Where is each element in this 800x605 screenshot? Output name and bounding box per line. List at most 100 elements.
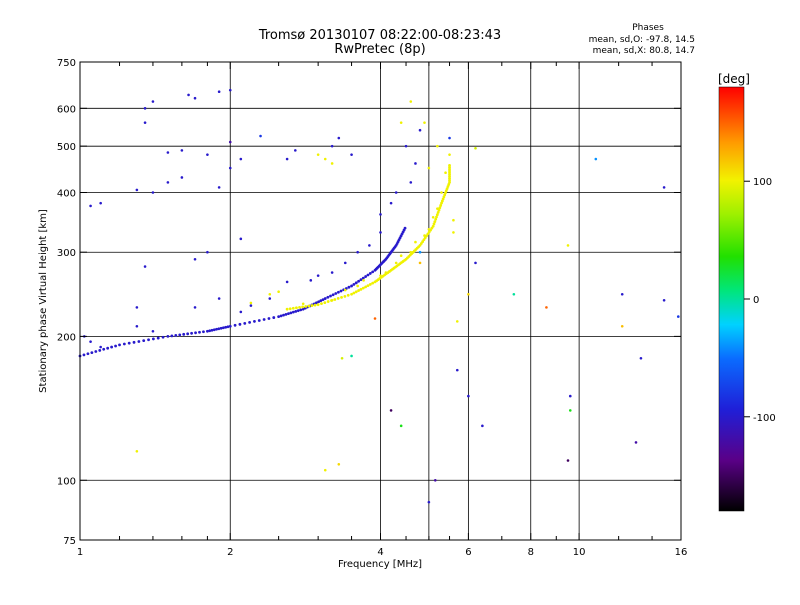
data-point-O (239, 157, 243, 161)
colorbar-tick-label: 100 (753, 177, 772, 188)
data-point-O (309, 279, 313, 282)
trace-point-O (284, 312, 288, 316)
data-point-O (343, 261, 347, 265)
colorbar-ticks: 100 0 -100 (744, 177, 776, 424)
data-point-scattered (512, 292, 516, 296)
data-points (78, 88, 680, 504)
data-point-scattered (448, 136, 451, 140)
trace-point-O (190, 331, 194, 335)
data-point-X (414, 240, 417, 244)
data-point-O (166, 181, 170, 184)
data-point-O (193, 96, 197, 100)
data-point-X (452, 231, 455, 234)
trace-point-X (313, 303, 317, 307)
data-point-O (414, 162, 417, 165)
trace-point-O (137, 340, 141, 343)
trace-point-O (319, 299, 323, 303)
data-point-O (239, 237, 243, 241)
data-point-scattered (566, 459, 570, 462)
trace-point-X (433, 220, 437, 224)
trace-point-O (301, 307, 305, 311)
data-point-O (404, 144, 408, 148)
data-point-O (639, 356, 643, 360)
trace-point-X (340, 295, 343, 299)
trace-point-O (267, 317, 271, 320)
trace-point-O (118, 343, 121, 347)
plot-grid (80, 62, 681, 540)
trace-point-X (371, 281, 375, 285)
data-point-X (399, 254, 403, 258)
trace-point-O (337, 290, 340, 294)
data-point-O (180, 149, 184, 152)
trace-point-O (170, 334, 174, 338)
data-point-X (277, 290, 280, 294)
data-point-scattered (594, 157, 598, 161)
trace-point-O (317, 300, 321, 304)
trace-point-O (208, 329, 212, 333)
trace-point-X (310, 304, 314, 307)
data-point-scattered (433, 478, 437, 482)
trace-point-O (339, 289, 343, 293)
data-point-scattered (455, 320, 459, 323)
data-point-scattered (323, 468, 327, 472)
x-tick-label: 10 (573, 547, 586, 558)
data-point-O (389, 201, 393, 205)
colorbar-tick-label: 0 (753, 295, 759, 306)
data-point-O (330, 144, 334, 148)
trace-point-O (202, 330, 205, 334)
trace-point-O (224, 325, 228, 329)
data-point-X (399, 121, 403, 124)
colorbar: [deg] 100 0 -100 (718, 72, 776, 512)
trace-point-X (301, 305, 305, 309)
trace-point-O (90, 351, 94, 355)
data-point-scattered (620, 324, 624, 328)
data-point-scattered (568, 409, 572, 412)
data-point-O (249, 304, 253, 307)
data-point-O (294, 149, 297, 152)
trace-point-O (299, 308, 303, 312)
y-tick-label: 600 (57, 104, 76, 115)
data-point-X (452, 218, 455, 222)
data-point-O (356, 250, 359, 254)
chart-title: Tromsø 20130107 08:22:00-08:23:43 (258, 28, 501, 43)
trace-point-O (102, 347, 106, 351)
data-point-scattered (676, 315, 680, 318)
data-point-O (206, 153, 209, 156)
data-point-scattered (259, 134, 262, 138)
colorbar-tick-label: -100 (753, 413, 776, 424)
data-point-X (409, 250, 413, 254)
y-axis-ticks: 75 100 200 300 400 500 600 750 (57, 58, 681, 547)
trace-point-X (352, 291, 356, 295)
trace-point-O (82, 353, 86, 357)
trace-point-X (366, 284, 370, 288)
trace-point-O (156, 336, 160, 340)
colorbar-gradient (718, 86, 745, 512)
data-point-scattered (337, 463, 341, 466)
trace-point-X (436, 210, 440, 214)
x-tick-label: 16 (675, 547, 688, 558)
trace-point-O (354, 281, 358, 285)
trace-point-O (279, 314, 283, 318)
trace-point-O (321, 298, 325, 302)
legend-line-x: mean, sd,X: 80.8, 14.7 (593, 46, 695, 56)
data-point-scattered (427, 500, 431, 504)
data-point-X (384, 271, 388, 274)
data-point-scattered (467, 292, 470, 296)
trace-point-O (161, 335, 165, 339)
data-point-O (337, 136, 341, 140)
trace-point-O (228, 324, 232, 328)
trace-point-O (315, 301, 318, 305)
y-tick-label: 500 (57, 142, 76, 153)
trace-point-O (282, 313, 285, 317)
data-point-scattered (474, 146, 477, 150)
data-point-X (268, 292, 272, 296)
data-point-O (99, 345, 102, 349)
y-tick-label: 200 (57, 332, 76, 343)
data-point-X (249, 301, 253, 305)
data-point-scattered (228, 140, 232, 144)
data-point-scattered (634, 441, 638, 444)
trace-point-X (288, 307, 292, 311)
data-point-O (187, 93, 190, 97)
data-point-O (662, 298, 666, 302)
